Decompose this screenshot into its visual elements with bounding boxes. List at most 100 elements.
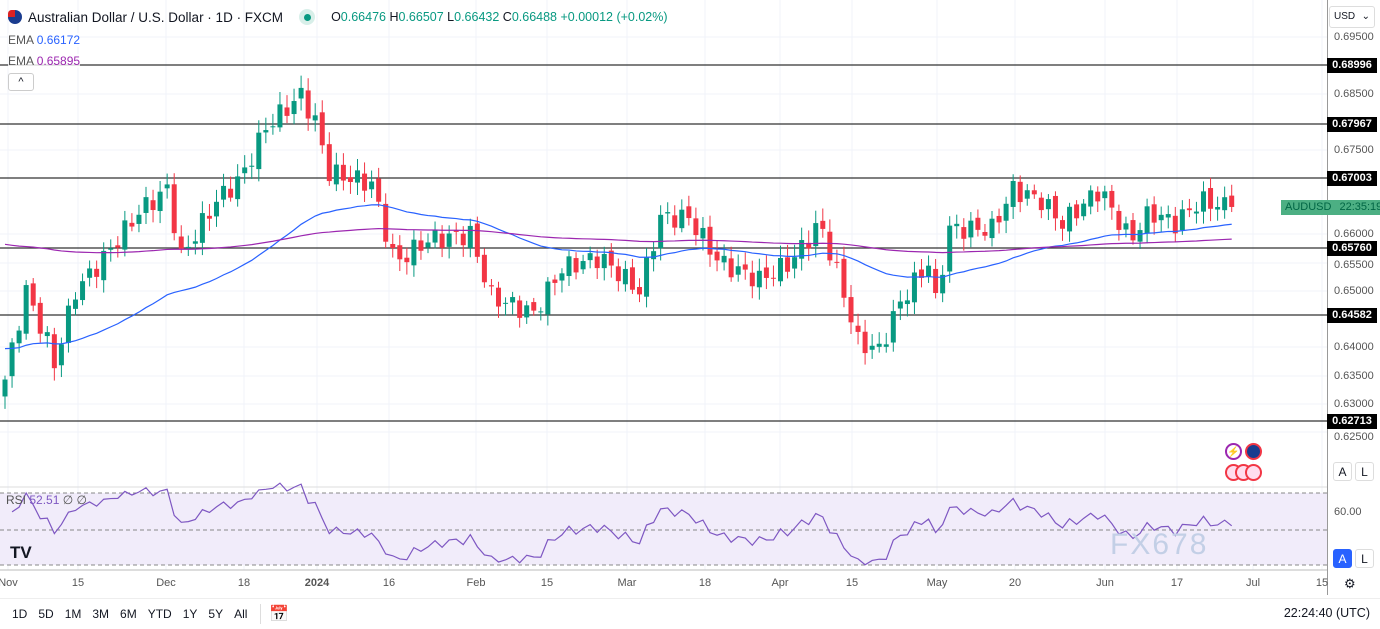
candle-body bbox=[608, 250, 614, 266]
candle-body bbox=[206, 215, 212, 219]
candle-body bbox=[474, 223, 480, 257]
candle-body bbox=[178, 236, 184, 249]
candle-body bbox=[510, 297, 516, 303]
candle-body bbox=[855, 325, 861, 332]
calendar-goto-icon[interactable]: 📅 bbox=[269, 606, 290, 623]
range-ytd[interactable]: YTD bbox=[147, 607, 172, 621]
time-label: Nov bbox=[0, 577, 18, 589]
candle-body bbox=[622, 268, 628, 285]
candle-body bbox=[80, 281, 86, 301]
candle-body bbox=[1095, 191, 1101, 202]
range-3m[interactable]: 3M bbox=[92, 607, 110, 621]
rsi-auto-scale-button[interactable]: A bbox=[1333, 549, 1352, 568]
candle-body bbox=[411, 239, 417, 266]
candle-body bbox=[488, 285, 494, 287]
candle-body bbox=[559, 273, 565, 281]
level-label[interactable]: 0.67967 bbox=[1327, 117, 1377, 132]
candle-body bbox=[73, 299, 78, 309]
candle-body bbox=[545, 281, 551, 315]
candle-body bbox=[947, 225, 953, 272]
rsi-log-scale-button[interactable]: L bbox=[1355, 549, 1374, 568]
candle-body bbox=[714, 251, 720, 261]
time-label: Mar bbox=[617, 577, 637, 589]
candle-body bbox=[87, 268, 93, 278]
range-1m[interactable]: 1M bbox=[64, 607, 82, 621]
bottom-toolbar: 1D 5D 1M 3M 6M YTD 1Y 5Y All 📅 bbox=[0, 598, 1380, 629]
candle-body bbox=[933, 268, 939, 294]
candle-body bbox=[1151, 204, 1157, 223]
log-scale-button[interactable]: L bbox=[1355, 462, 1374, 481]
candle-body bbox=[439, 233, 445, 248]
candle-body bbox=[326, 144, 332, 182]
time-label: 17 bbox=[1170, 577, 1184, 589]
range-6m[interactable]: 6M bbox=[120, 607, 137, 621]
candle-body bbox=[869, 345, 875, 350]
currency-select[interactable]: USD ⌄ bbox=[1329, 6, 1375, 28]
candle-body bbox=[249, 165, 255, 167]
market-status-icon[interactable] bbox=[299, 9, 316, 25]
range-5y[interactable]: 5Y bbox=[208, 607, 224, 621]
lightning-event-icon[interactable]: ⚡ bbox=[1225, 443, 1242, 460]
aud-event-icon[interactable] bbox=[1245, 443, 1262, 460]
auto-scale-button[interactable]: A bbox=[1333, 462, 1352, 481]
candle-body bbox=[1158, 214, 1164, 221]
level-label[interactable]: 0.62713 bbox=[1327, 414, 1377, 429]
price-tick: 0.63000 bbox=[1334, 398, 1374, 410]
time-label: 15 bbox=[540, 577, 554, 589]
clock[interactable]: 22:24:40 (UTC) bbox=[1283, 606, 1370, 620]
ema-fast-legend[interactable]: EMA 0.66172 bbox=[8, 33, 81, 47]
symbol-legend: Australian Dollar / U.S. Dollar · 1D · F… bbox=[8, 9, 668, 25]
level-label[interactable]: 0.64582 bbox=[1327, 308, 1377, 323]
time-label: Jun bbox=[1096, 577, 1114, 589]
candle-body bbox=[996, 215, 1002, 223]
rsi-legend[interactable]: RSI 52.51 ∅ ∅ bbox=[6, 493, 87, 507]
candle-body bbox=[601, 253, 607, 269]
candle-body bbox=[919, 269, 924, 278]
time-label: May bbox=[926, 577, 948, 589]
rsi-band bbox=[0, 493, 1327, 565]
candle-body bbox=[1215, 207, 1221, 210]
ohlc-values: O0.66476 H0.66507 L0.66432 C0.66488 +0.0… bbox=[331, 10, 668, 24]
ema-slow-legend[interactable]: EMA 0.65895 bbox=[8, 54, 81, 68]
candle-body bbox=[214, 201, 219, 217]
rsi-tick: 60.00 bbox=[1334, 506, 1362, 518]
level-label[interactable]: 0.65760 bbox=[1327, 241, 1377, 256]
time-label: Jul bbox=[1245, 577, 1261, 589]
candle-body bbox=[820, 220, 826, 229]
candle-body bbox=[312, 115, 318, 121]
candle-body bbox=[150, 200, 156, 211]
candle-body bbox=[785, 257, 791, 272]
candle-body bbox=[390, 243, 396, 248]
range-1y[interactable]: 1Y bbox=[182, 607, 198, 621]
level-label[interactable]: 0.67003 bbox=[1327, 171, 1377, 186]
candle-body bbox=[841, 258, 847, 298]
range-5d[interactable]: 5D bbox=[38, 607, 54, 621]
price-tick: 0.62500 bbox=[1334, 431, 1374, 443]
candle-body bbox=[926, 265, 932, 277]
watermark: FX678 bbox=[1110, 528, 1209, 561]
chevron-up-icon[interactable]: ^ bbox=[8, 73, 34, 91]
candle-body bbox=[58, 344, 64, 366]
candle-body bbox=[911, 272, 917, 303]
time-label: Apr bbox=[771, 577, 789, 589]
ema-fast-line bbox=[4, 204, 1232, 350]
settings-icon[interactable]: ⚙ bbox=[1344, 576, 1356, 591]
candle-body bbox=[552, 279, 558, 283]
candle-body bbox=[1081, 203, 1087, 217]
candle-body bbox=[185, 246, 191, 249]
candle-body bbox=[538, 311, 544, 313]
symbol-title[interactable]: Australian Dollar / U.S. Dollar · 1D · F… bbox=[28, 9, 284, 25]
symbol-price-tag: AUDUSD 22:35:19 bbox=[1281, 200, 1380, 215]
range-all[interactable]: All bbox=[234, 607, 248, 621]
ema-slow-line bbox=[4, 228, 1232, 254]
range-1d[interactable]: 1D bbox=[12, 607, 28, 621]
price-tick: 0.65000 bbox=[1334, 285, 1374, 297]
candle-body bbox=[383, 203, 389, 242]
candle-body bbox=[171, 184, 177, 234]
level-label[interactable]: 0.68996 bbox=[1327, 58, 1377, 73]
price-axis[interactable] bbox=[1327, 0, 1380, 595]
time-label: 2024 bbox=[304, 577, 330, 589]
candle-body bbox=[862, 331, 868, 354]
usd-event-icon[interactable] bbox=[1245, 464, 1262, 481]
